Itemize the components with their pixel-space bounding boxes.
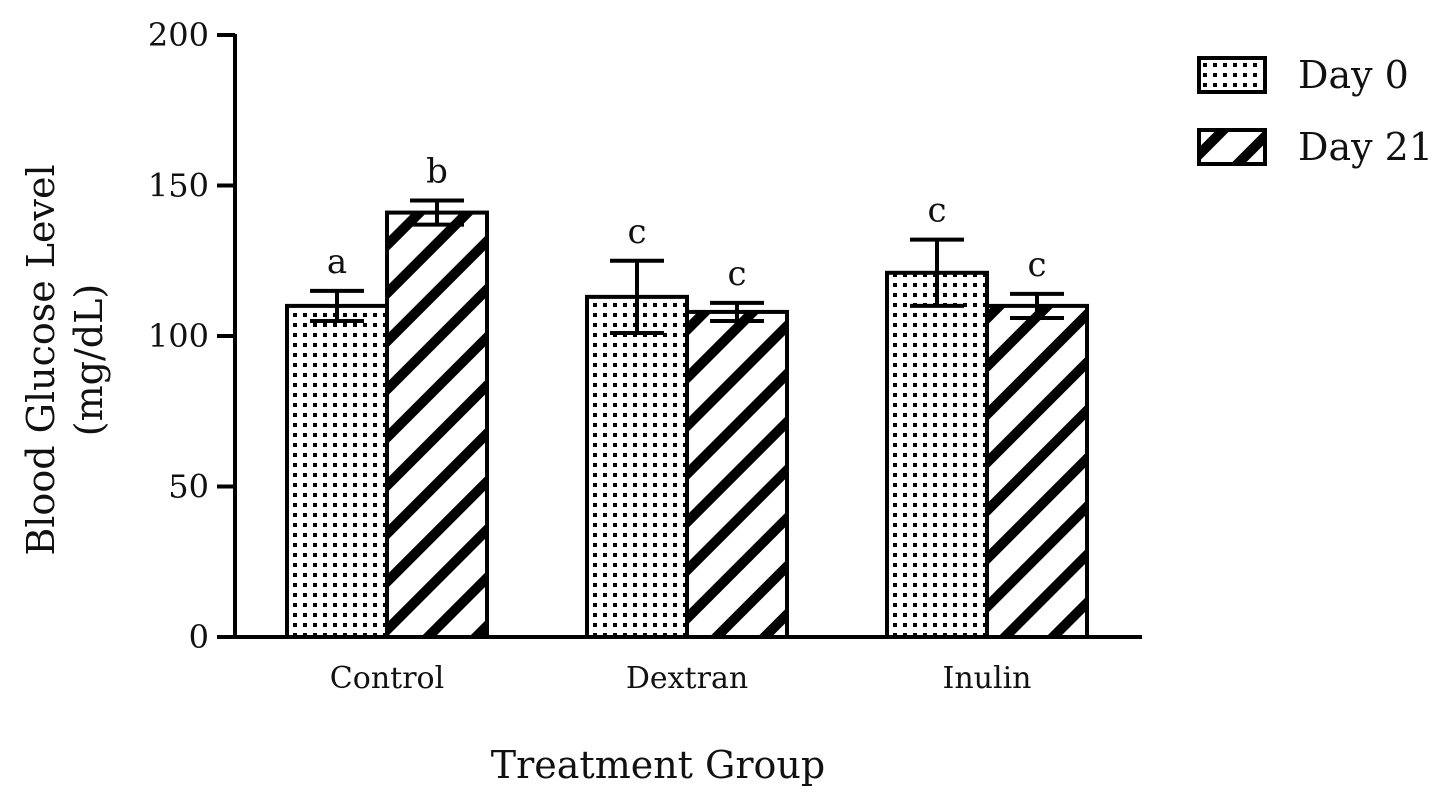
bar-control-day-21 (385, 210, 489, 639)
bars-layer (285, 210, 1089, 639)
y-axis-title-line2: (mg/dL) (67, 284, 111, 436)
y-axis-title-line1: Blood Glucose Level (19, 164, 63, 555)
significance-label: b (426, 152, 448, 192)
error-bar-control-day-21 (410, 198, 464, 227)
significance-labels-layer: a c c b c c (327, 152, 1047, 294)
legend-item-day-21: Day 21 (1197, 125, 1433, 169)
error-bar-dextran-day-0 (610, 258, 664, 335)
significance-label: c (927, 191, 946, 231)
y-tick-label: 100 (148, 317, 209, 355)
bar-dextran-day-0 (585, 294, 689, 639)
legend-label: Day 0 (1298, 53, 1409, 97)
x-tick-label-inulin: Inulin (942, 661, 1031, 696)
significance-label: c (1027, 245, 1046, 285)
legend: Day 0 Day 21 (1197, 53, 1433, 169)
bar-inulin-day-0 (885, 270, 989, 639)
y-tick-label: 200 (148, 16, 209, 54)
x-axis-title: Treatment Group (491, 743, 825, 787)
x-tick-label-control: Control (330, 661, 444, 696)
y-tick-label: 0 (189, 618, 209, 656)
legend-label: Day 21 (1298, 125, 1433, 169)
bar-inulin-day-21 (985, 303, 1089, 639)
axes-layer: 0 50 100 150 200 (148, 16, 1142, 656)
significance-label: c (627, 212, 646, 252)
error-bar-inulin-day-21 (1010, 291, 1064, 320)
significance-label: a (327, 242, 347, 282)
bar-dextran-day-21 (685, 309, 789, 639)
error-bar-inulin-day-0 (910, 237, 964, 308)
error-bar-dextran-day-21 (710, 300, 764, 323)
y-tick-label: 50 (168, 468, 209, 506)
bar-control-day-0 (285, 303, 389, 639)
x-tick-label-dextran: Dextran (626, 661, 748, 696)
legend-swatch (1197, 128, 1267, 166)
y-tick-label: 150 (148, 167, 209, 205)
error-bars-layer (310, 198, 1064, 335)
error-bar-control-day-0 (310, 288, 364, 323)
category-labels-layer: Control Dextran Inulin (330, 661, 1032, 696)
legend-swatch (1197, 56, 1267, 94)
legend-item-day-0: Day 0 (1197, 53, 1409, 97)
y-axis-title: Blood Glucose Level (mg/dL) (19, 164, 111, 555)
significance-label: c (727, 254, 746, 294)
